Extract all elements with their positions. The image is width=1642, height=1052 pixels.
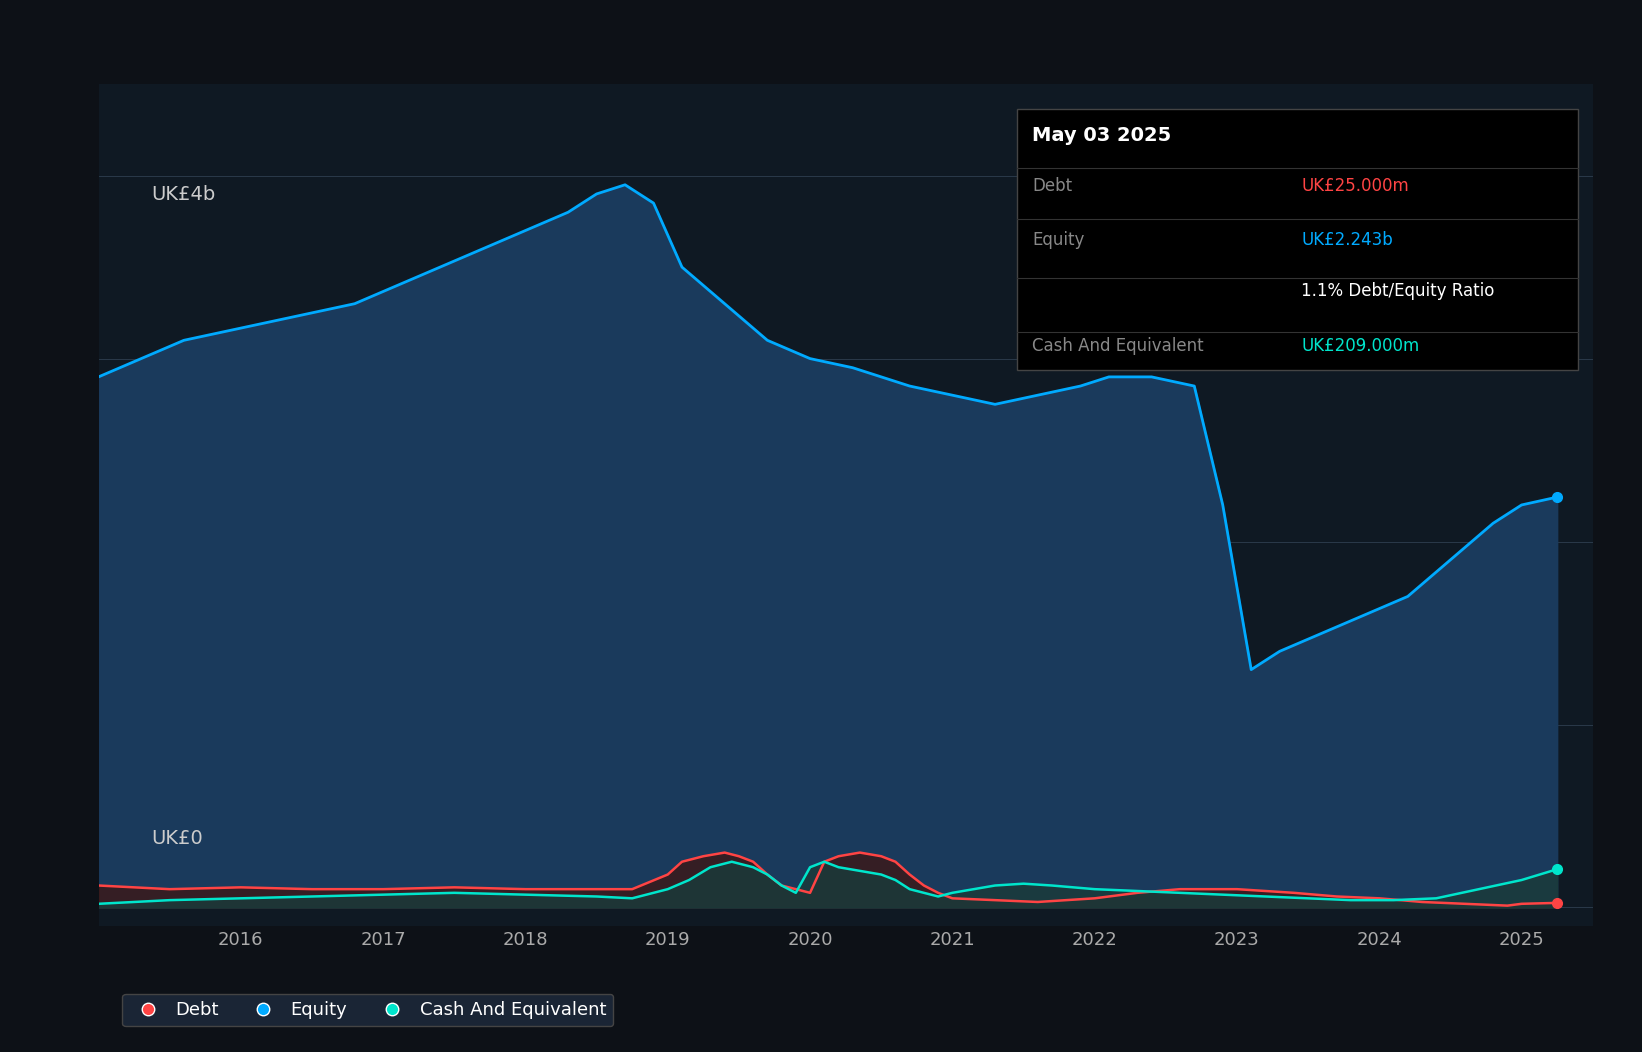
Text: UK£209.000m: UK£209.000m xyxy=(1302,337,1420,355)
Text: May 03 2025: May 03 2025 xyxy=(1033,126,1172,145)
Text: Cash And Equivalent: Cash And Equivalent xyxy=(1033,337,1204,355)
Text: 1.1% Debt/Equity Ratio: 1.1% Debt/Equity Ratio xyxy=(1302,282,1494,300)
Legend: Debt, Equity, Cash And Equivalent: Debt, Equity, Cash And Equivalent xyxy=(123,994,612,1026)
Text: UK£4b: UK£4b xyxy=(151,185,215,204)
Text: UK£2.243b: UK£2.243b xyxy=(1302,231,1392,249)
FancyBboxPatch shape xyxy=(1018,109,1578,370)
Text: UK£25.000m: UK£25.000m xyxy=(1302,177,1409,195)
Text: UK£0: UK£0 xyxy=(151,829,202,848)
Text: Debt: Debt xyxy=(1033,177,1072,195)
Text: Equity: Equity xyxy=(1033,231,1085,249)
